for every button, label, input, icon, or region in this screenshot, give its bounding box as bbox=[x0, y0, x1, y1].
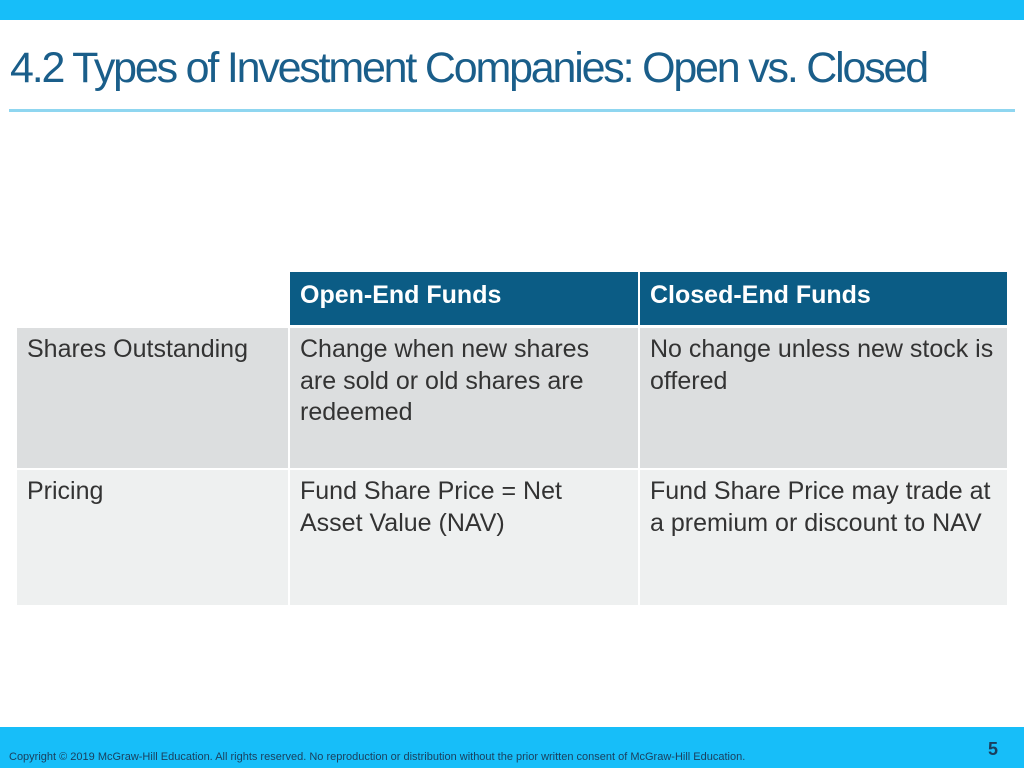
header-cell-closed-end: Closed-End Funds bbox=[640, 272, 1007, 325]
cell-open-pricing: Fund Share Price = Net Asset Value (NAV) bbox=[290, 470, 638, 605]
cell-closed-shares-outstanding: No change unless new stock is offered bbox=[640, 328, 1007, 468]
copyright-notice: Copyright © 2019 McGraw-Hill Education. … bbox=[9, 751, 746, 763]
page-number: 5 bbox=[987, 739, 998, 759]
table-header-row: Open-End Funds Closed-End Funds bbox=[17, 272, 1007, 325]
header-cell-blank bbox=[17, 272, 288, 325]
slide-title: 4.2 Types of Investment Companies: Open … bbox=[10, 44, 929, 92]
row-label-shares-outstanding: Shares Outstanding bbox=[17, 328, 288, 468]
top-accent-bar bbox=[0, 0, 1024, 20]
row-label-pricing: Pricing bbox=[17, 470, 288, 605]
table-row: Pricing Fund Share Price = Net Asset Val… bbox=[17, 470, 1007, 605]
title-divider bbox=[9, 109, 1015, 112]
header-cell-open-end: Open-End Funds bbox=[290, 272, 638, 325]
table-row: Shares Outstanding Change when new share… bbox=[17, 328, 1007, 468]
cell-open-shares-outstanding: Change when new shares are sold or old s… bbox=[290, 328, 638, 468]
cell-closed-pricing: Fund Share Price may trade at a premium … bbox=[640, 470, 1007, 605]
footer-bar bbox=[0, 727, 1024, 768]
